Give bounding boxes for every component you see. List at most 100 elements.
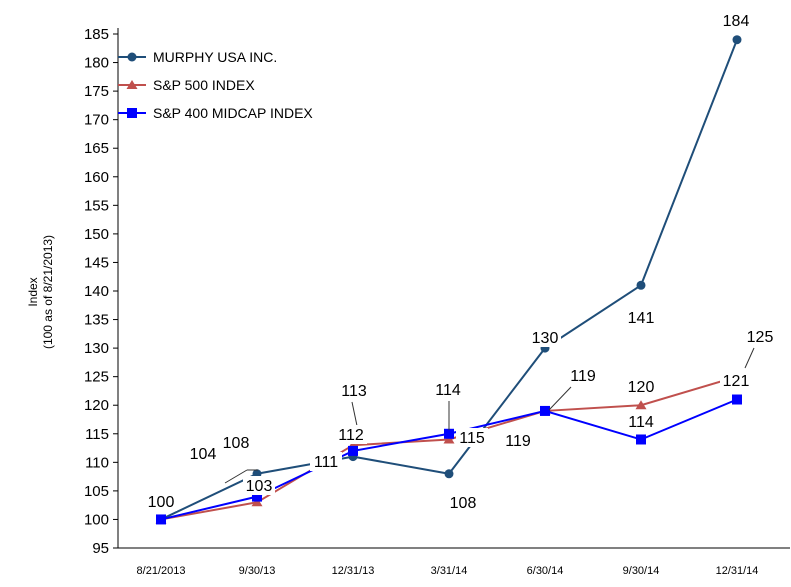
data-label-background [432,380,464,399]
data-label: 119 [502,431,534,450]
data-label-background [625,377,657,396]
data-label: 108 [220,433,258,471]
data-point-triangle [126,80,138,89]
x-tick-label: 8/21/2013 [137,565,186,577]
x-tick-label: 12/31/13 [332,565,375,577]
legend: MURPHY USA INC. S&P 500 INDEX S&P 400 MIDC… [118,49,313,121]
data-point-square [636,434,646,445]
y-tick-label: 95 [92,540,109,557]
data-label: 120 [625,377,657,396]
data-label-text: 115 [459,430,485,447]
legend-item: S&P 500 INDEX [118,77,255,93]
data-label: 141 [625,308,657,327]
axes: 95 100 105 110 115 120 125 130 135 140 145 150 155 16… [84,26,790,577]
data-label-text: 112 [338,427,364,444]
data-label: 114 [432,380,464,430]
data-point-square [252,491,262,502]
legend-label: S&P 500 INDEX [153,77,255,93]
y-axis-label-group: Index (100 as of 8/21/2013) [26,235,55,349]
data-point-triangle [251,497,263,507]
data-label-background [145,492,177,511]
data-label: 130 [529,328,561,347]
data-label-background [720,11,752,30]
data-point-square [444,428,454,439]
data-label-text: 113 [341,383,367,400]
data-point-triangle [635,400,647,410]
y-tick-label: 135 [84,312,109,329]
data-label: 119 [548,366,599,411]
data-label: 113 [338,381,370,441]
data-label-background [502,431,534,450]
data-point-square [156,514,166,525]
y-tick-label: 155 [84,197,109,214]
data-label-text: 184 [723,13,750,30]
leader-line [224,469,248,484]
data-label: 108 [447,493,479,512]
data-label-text: 130 [532,330,559,347]
data-label: 112 [335,425,367,444]
data-point-square [127,108,137,118]
legend-item: S&P 400 MIDCAP INDEX [118,105,313,121]
data-point-square [540,405,550,416]
y-tick-label: 180 [84,55,109,72]
y-tick-label: 120 [84,397,109,414]
data-label-background [625,308,657,327]
y-tick-label: 185 [84,26,109,43]
data-label: 104 [187,444,248,484]
data-label-text: 111 [314,454,338,471]
data-label: 100 [145,492,177,511]
data-label: 114 [625,412,657,431]
data-label-background [335,425,367,444]
data-label-text: 104 [190,446,217,463]
data-point-square [732,394,742,405]
data-label-background [744,327,776,346]
data-labels: 100 104 108 103 111 113 112 114 115 108 130 119 119 1… [145,11,776,512]
y-tick-label: 100 [84,511,109,528]
data-label-text: 114 [628,414,654,431]
data-label-background [447,493,479,512]
data-label: 111 [310,452,342,471]
data-label-text: 108 [450,495,477,512]
x-tick-label: 9/30/13 [239,565,276,577]
data-label-background [187,444,219,463]
data-point-circle [444,469,454,479]
x-tick-label: 3/31/14 [431,565,468,577]
y-axis-label: Index [26,277,40,306]
data-label-text: 114 [435,382,461,399]
data-point-square [348,445,358,456]
legend-item: MURPHY USA INC. [118,49,277,65]
y-tick-label: 105 [84,483,109,500]
legend-label: MURPHY USA INC. [153,49,277,65]
x-tick-label: 6/30/14 [527,565,564,577]
data-point-circle [636,280,646,290]
y-tick-label: 115 [85,426,109,443]
x-tick-label: 12/31/14 [716,565,759,577]
y-axis-sublabel: (100 as of 8/21/2013) [41,235,55,349]
data-label-background [625,412,657,431]
data-label-text: 108 [223,435,250,452]
data-label-text: 120 [628,379,655,396]
data-label: 103 [243,476,275,495]
data-label-background [567,366,599,385]
y-tick-label: 145 [84,254,109,271]
series-s-p-400-midcap-index [156,394,742,525]
data-label-text: 119 [570,368,596,385]
data-point-circle [127,52,137,62]
data-label-background [456,428,488,447]
y-tick-label: 170 [84,112,109,129]
y-tick-label: 175 [84,83,109,100]
data-label-text: 100 [148,494,175,511]
leader-line [548,386,572,411]
series [155,35,742,525]
data-label-text: 141 [628,310,655,327]
data-point-circle [732,35,742,45]
data-label-background [338,381,370,400]
x-tick-label: 9/30/14 [623,565,660,577]
leader-line [744,347,755,369]
y-tick-label: 160 [84,169,109,186]
data-label-text: 125 [747,329,774,346]
y-tick-label: 125 [84,369,109,386]
data-label-text: 119 [505,433,531,450]
data-label-text: 121 [723,373,750,390]
